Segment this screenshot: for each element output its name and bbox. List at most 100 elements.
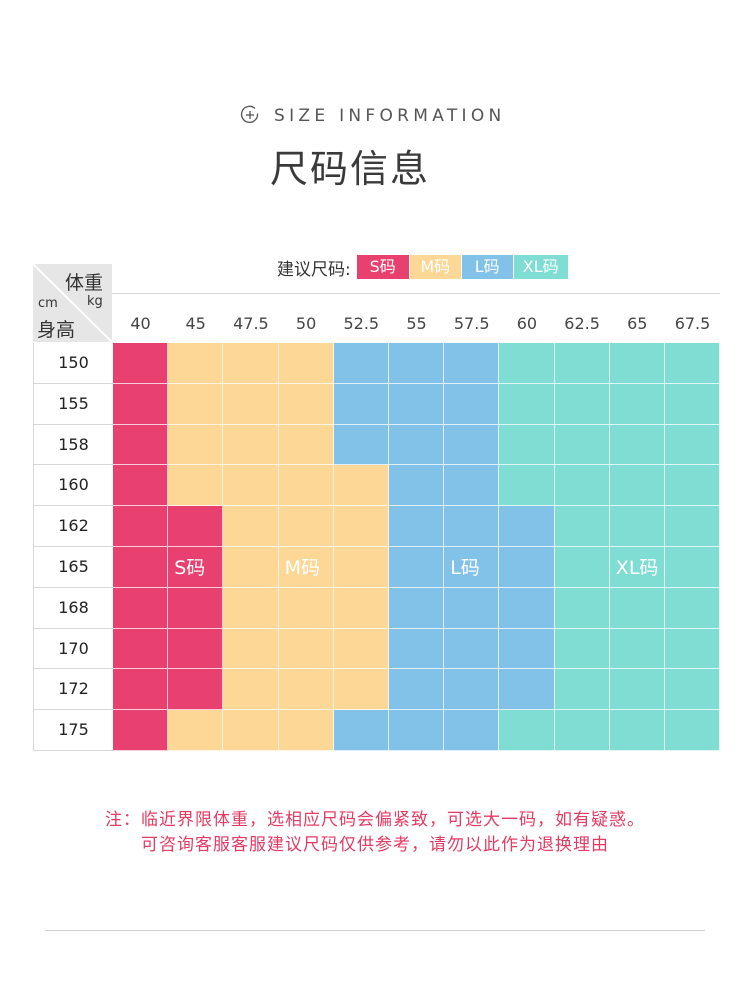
size-cell	[113, 628, 169, 670]
height-label-150: 150	[33, 343, 113, 384]
size-cell	[168, 587, 224, 629]
size-cell	[444, 669, 500, 711]
page-title: 尺码信息	[269, 147, 430, 191]
weight-header-57.5: 57.5	[453, 314, 490, 333]
size-cell	[444, 547, 500, 588]
size-cell	[223, 506, 279, 547]
size-cell	[389, 506, 445, 547]
size-cell	[609, 628, 665, 670]
size-cell	[223, 547, 279, 588]
size-cell	[278, 424, 334, 466]
size-cell	[223, 669, 279, 711]
size-cell	[609, 587, 665, 629]
size-cell	[389, 628, 445, 670]
height-label-175: 175	[33, 710, 113, 751]
size-cell	[665, 628, 721, 670]
size-cell	[113, 547, 169, 588]
size-cell	[444, 710, 500, 751]
size-cell	[554, 669, 610, 711]
size-cell	[444, 465, 500, 507]
weight-header-47.5: 47.5	[233, 314, 269, 333]
size-cell	[223, 710, 279, 751]
weight-header-50: 50	[295, 314, 317, 333]
size-cell	[278, 669, 334, 711]
size-cell	[499, 710, 555, 751]
size-cell	[168, 383, 224, 425]
weight-header-62.5: 62.5	[564, 314, 600, 333]
size-cell	[554, 628, 610, 670]
size-cell	[113, 343, 169, 384]
size-cell	[665, 343, 721, 384]
size-cell	[113, 506, 169, 547]
size-cell	[333, 628, 389, 670]
size-cell	[499, 343, 555, 384]
size-cell	[389, 465, 445, 507]
size-cell	[389, 383, 445, 425]
size-cell	[665, 669, 721, 711]
size-cell	[499, 465, 555, 507]
size-cell	[333, 465, 389, 507]
size-cell	[444, 424, 500, 466]
legend-label: 建议尺码:	[277, 259, 351, 280]
weight-header-65: 65	[627, 314, 648, 333]
corner-diagonal	[33, 264, 112, 342]
weight-unit: kg	[87, 294, 103, 309]
note-line-2: 可咨询客服客服建议尺码仅供参考，请勿以此作为退换理由	[141, 835, 609, 855]
weight-header-55: 55	[406, 314, 427, 333]
height-label-155: 155	[33, 383, 113, 425]
size-cell	[278, 506, 334, 547]
height-label-165: 165	[33, 547, 113, 588]
size-cell	[554, 710, 610, 751]
size-cell	[168, 424, 224, 466]
size-cell	[278, 628, 334, 670]
size-cell	[554, 424, 610, 466]
size-cell	[223, 343, 279, 384]
size-cell	[554, 343, 610, 384]
size-cell	[333, 587, 389, 629]
region-label-xl: XL码	[615, 557, 659, 579]
size-cell	[665, 710, 721, 751]
size-cell	[499, 424, 555, 466]
size-cell	[333, 669, 389, 711]
size-cell	[278, 383, 334, 425]
size-cell	[113, 587, 169, 629]
height-label-158: 158	[33, 424, 113, 466]
size-cell	[278, 343, 334, 384]
size-cell	[499, 506, 555, 547]
legend-chip-xl: XL码	[513, 255, 568, 279]
table-corner-header: 体重 kg cm 身高	[33, 264, 112, 342]
plus-circle-icon	[240, 105, 259, 123]
size-legend: 建议尺码: S码 M码 L码 XL码	[277, 255, 569, 280]
size-cell	[223, 424, 279, 466]
size-cell	[223, 587, 279, 629]
size-cell	[609, 547, 665, 588]
size-cell	[168, 343, 224, 384]
height-label-170: 170	[33, 628, 113, 670]
size-cell	[609, 669, 665, 711]
table-top-divider	[33, 293, 720, 294]
size-cell	[168, 669, 224, 711]
size-cell	[223, 383, 279, 425]
size-cell	[665, 465, 721, 507]
size-cell	[444, 587, 500, 629]
size-cell	[113, 669, 169, 711]
size-cell	[499, 628, 555, 670]
size-cell	[499, 587, 555, 629]
size-cell	[609, 424, 665, 466]
size-cell	[333, 383, 389, 425]
weight-header-45: 45	[185, 314, 206, 333]
height-label-168: 168	[33, 587, 113, 629]
region-label-l: L码	[450, 557, 480, 579]
size-cell	[168, 547, 224, 588]
size-cell	[609, 506, 665, 547]
size-cell	[113, 710, 169, 751]
size-cell	[168, 628, 224, 670]
size-cell	[499, 669, 555, 711]
size-cell	[168, 506, 224, 547]
size-cell	[389, 343, 445, 384]
size-cell	[333, 424, 389, 466]
size-cell	[389, 547, 445, 588]
height-label-162: 162	[33, 506, 113, 547]
size-cell	[113, 424, 169, 466]
size-cell	[278, 587, 334, 629]
